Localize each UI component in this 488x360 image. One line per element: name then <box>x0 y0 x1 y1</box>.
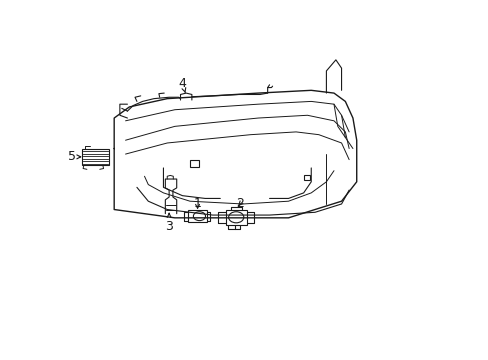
Text: 2: 2 <box>236 198 244 211</box>
Bar <box>225 210 246 225</box>
Text: 4: 4 <box>178 77 186 93</box>
Text: 3: 3 <box>165 213 173 233</box>
Bar <box>303 175 310 180</box>
Text: 1: 1 <box>193 198 201 211</box>
Bar <box>189 161 199 167</box>
Bar <box>82 149 109 165</box>
Text: 5: 5 <box>68 150 81 163</box>
Bar <box>188 210 206 222</box>
